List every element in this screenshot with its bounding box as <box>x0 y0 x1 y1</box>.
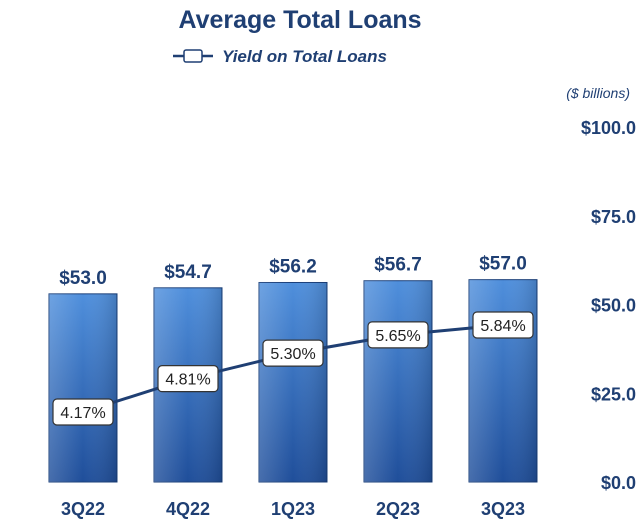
chart-title: Average Total Loans <box>178 6 421 34</box>
yield-point-marker <box>472 311 534 339</box>
y-tick-label: $100.0 <box>581 118 636 138</box>
x-tick-label: 1Q23 <box>271 499 315 519</box>
bar-value-label: $54.7 <box>164 262 212 283</box>
legend: Yield on Total Loans <box>173 47 387 66</box>
bar-labels: $53.0 $54.7 $56.2 $56.7 $57.0 <box>59 254 527 289</box>
x-tick-label: 3Q23 <box>481 499 525 519</box>
yield-point-marker <box>52 398 114 426</box>
bars <box>48 279 538 483</box>
y-tick-label: $50.0 <box>591 296 636 316</box>
yield-labels: 4.17% 4.81% 5.30% 5.65% 5.84% <box>52 311 534 426</box>
y-tick-label: $0.0 <box>601 473 636 493</box>
bar-shading <box>469 279 537 482</box>
x-tick-label: 4Q22 <box>166 499 210 519</box>
bar-shading <box>259 282 327 482</box>
yield-point-marker <box>262 339 324 367</box>
x-tick-label: 2Q23 <box>376 499 420 519</box>
yield-value-label: 5.84% <box>480 318 525 335</box>
yield-point-marker <box>367 321 429 349</box>
legend-marker <box>183 49 203 63</box>
y-axis: $0.0 $25.0 $50.0 $75.0 $100.0 <box>581 118 636 493</box>
legend-label: Yield on Total Loans <box>222 47 387 66</box>
yield-value-label: 4.81% <box>165 372 210 389</box>
x-tick-label: 3Q22 <box>61 499 105 519</box>
y-tick-label: $25.0 <box>591 384 636 404</box>
x-axis: 3Q22 4Q22 1Q23 2Q23 3Q23 <box>61 499 525 519</box>
y-tick-label: $75.0 <box>591 207 636 227</box>
bar-value-label: $56.2 <box>269 256 317 277</box>
bar-value-label: $57.0 <box>479 254 527 275</box>
yield-value-label: 5.65% <box>375 328 420 345</box>
bar-value-label: $53.0 <box>59 268 107 289</box>
bar-shading <box>364 280 432 482</box>
unit-label: ($ billions) <box>566 85 630 101</box>
bar-value-label: $56.7 <box>374 255 422 276</box>
yield-point-marker <box>157 365 219 393</box>
yield-value-label: 5.30% <box>270 346 315 363</box>
bar-shading <box>49 293 117 482</box>
yield-value-label: 4.17% <box>60 405 105 422</box>
